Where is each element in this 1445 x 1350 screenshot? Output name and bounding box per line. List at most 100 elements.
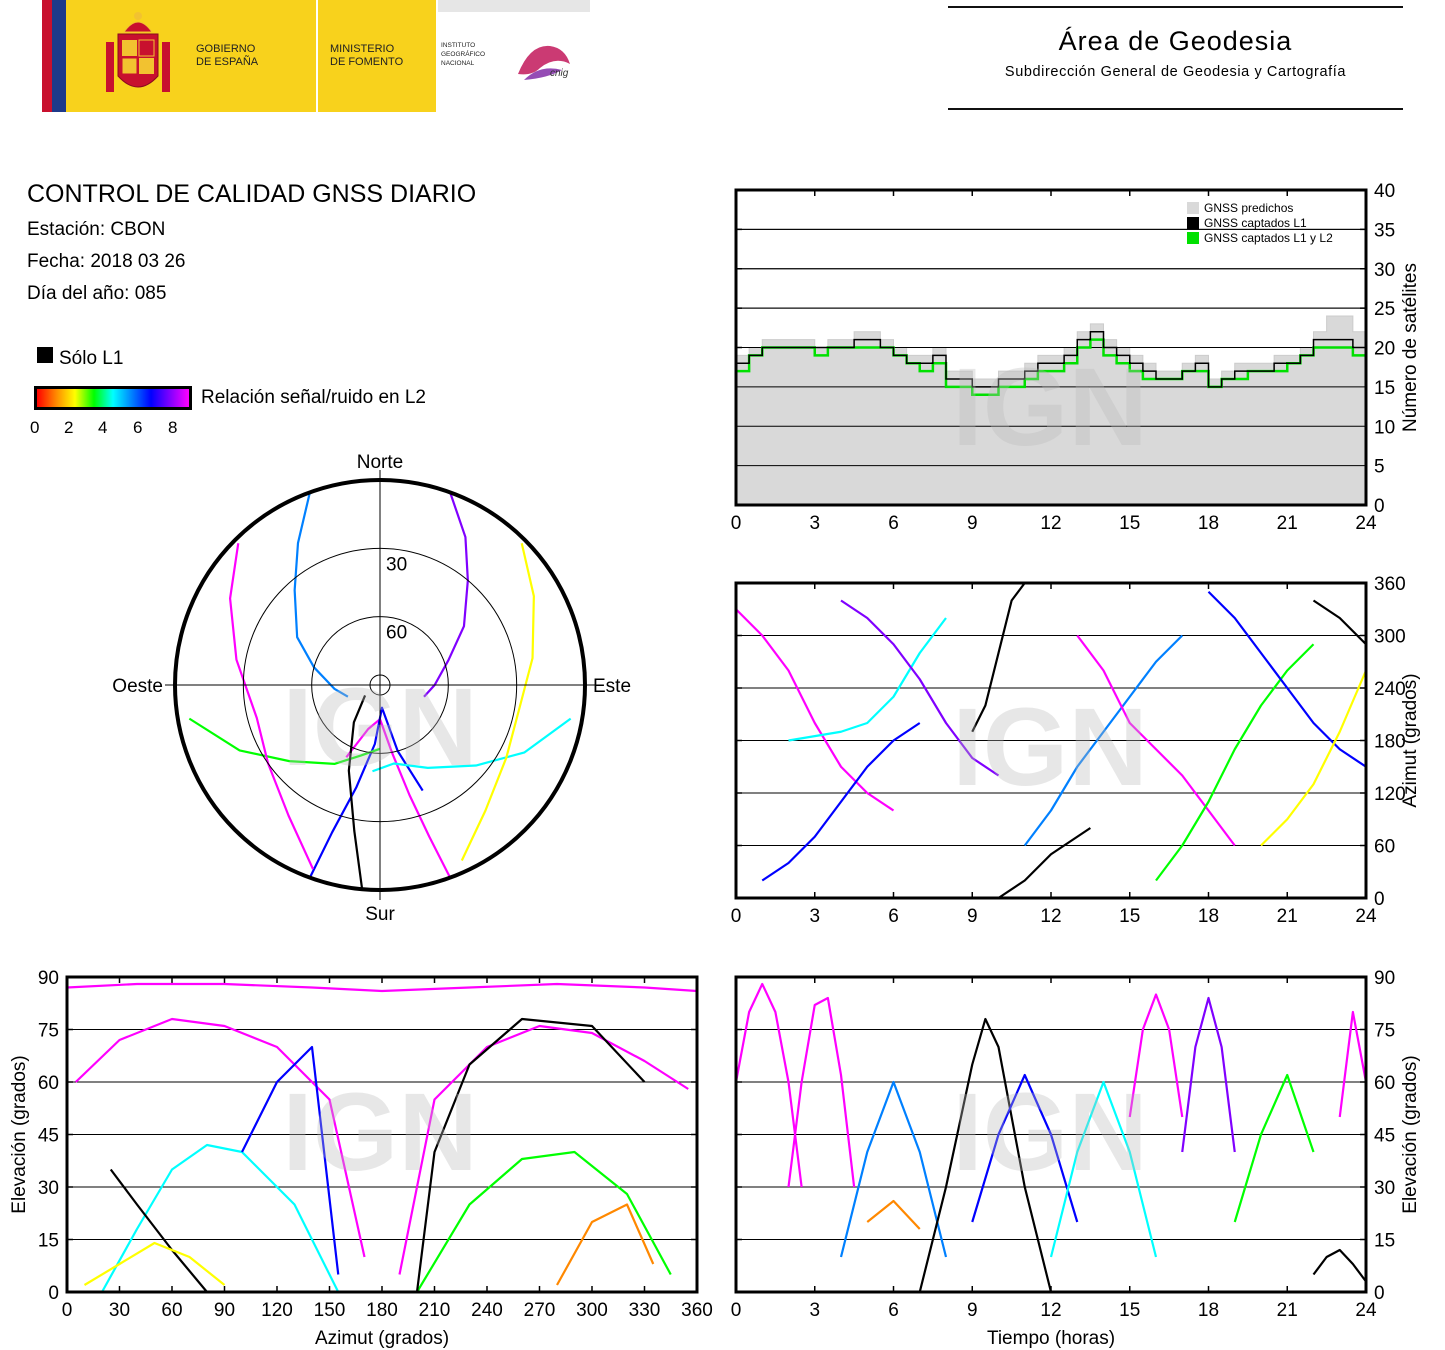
sky-label-west: Oeste xyxy=(112,676,163,697)
satellite-track-11 xyxy=(866,1199,921,1230)
y-tick-label-35: 35 xyxy=(1374,220,1395,241)
x-tick-label-60: 60 xyxy=(161,1300,182,1321)
sky-track-4 xyxy=(372,717,572,773)
y-tick-label-60: 60 xyxy=(38,1073,59,1094)
y-tick-label-90: 90 xyxy=(1374,968,1395,989)
ign-watermark: IGN xyxy=(952,346,1148,469)
satellite-track-2 xyxy=(101,1143,340,1293)
legend-label-0: GNSS predichos xyxy=(1204,201,1293,215)
date-label: Fecha: 2018 03 26 xyxy=(27,251,186,272)
satellite-track-10 xyxy=(1338,1010,1368,1118)
x-tick-label-18: 18 xyxy=(1198,513,1219,534)
x-tick-label-30: 30 xyxy=(109,1300,130,1321)
snr-tick-2: 2 xyxy=(64,418,74,437)
x-tick-label-12: 12 xyxy=(1040,1300,1061,1321)
x-tick-label-270: 270 xyxy=(524,1300,556,1321)
y-tick-label-30: 30 xyxy=(1374,1178,1395,1199)
y-tick-label-60: 60 xyxy=(1374,1073,1395,1094)
elevation-ring-label-60: 60 xyxy=(386,623,407,644)
snr-tick-8: 8 xyxy=(168,418,178,437)
x-tick-label-3: 3 xyxy=(809,1300,820,1321)
x-tick-label-360: 360 xyxy=(681,1300,713,1321)
elevation-azimuth-chart: 0 30 60 90 120 150 180 210 240 270 300 330 360 0 15 30 4… xyxy=(9,968,713,1349)
snr-colorbar-label: Relación señal/ruido en L2 xyxy=(201,387,426,408)
y-tick-label-0: 0 xyxy=(1374,889,1385,910)
flag-stripe-red xyxy=(42,0,52,112)
x-tick-label-180: 180 xyxy=(366,1300,398,1321)
sky-horizon xyxy=(173,478,587,892)
satellite-track-5 xyxy=(1049,1080,1158,1258)
coat-of-arms-icon xyxy=(106,12,170,92)
sky-track-1 xyxy=(293,492,349,698)
y-tick-label-40: 40 xyxy=(1374,181,1395,202)
sky-track-5 xyxy=(188,717,381,766)
sky-label-south: Sur xyxy=(365,904,395,925)
plot-border xyxy=(734,188,1368,507)
satellite-track-1 xyxy=(787,996,856,1188)
snr-colorbar xyxy=(34,386,192,410)
sky-label-east: Este xyxy=(593,676,631,697)
cnig-label: cnig xyxy=(550,68,569,79)
satellite-track-3 xyxy=(416,1150,672,1293)
satellite-track-0 xyxy=(735,608,895,812)
satellite-track-1 xyxy=(398,1024,689,1275)
x-tick-label-12: 12 xyxy=(1040,906,1061,927)
x-tick-label-21: 21 xyxy=(1277,513,1298,534)
eu-stripe-blue xyxy=(52,0,66,112)
x-tick-label-0: 0 xyxy=(731,1300,742,1321)
y-tick-label-15: 15 xyxy=(1374,1231,1395,1252)
sky-plot-chart: 30 60 IGN Norte Sur Este Oeste xyxy=(112,452,631,925)
x-tick-label-6: 6 xyxy=(888,1300,899,1321)
area-bottom-rule xyxy=(948,108,1403,110)
x-tick-label-9: 9 xyxy=(967,906,978,927)
y-tick-label-90: 90 xyxy=(38,968,59,989)
legend-swatch-1 xyxy=(1187,217,1199,229)
x-tick-label-0: 0 xyxy=(731,906,742,927)
satellite-track-4 xyxy=(971,1073,1079,1223)
satellite-track-9 xyxy=(1207,590,1367,768)
legend-swatch-2 xyxy=(1187,232,1199,244)
satellite-track-5 xyxy=(997,827,1091,899)
area-geodesia-header: Área de Geodesia Subdirección General de… xyxy=(948,6,1403,110)
ign-line-1: INSTITUTO xyxy=(441,42,476,49)
x-tick-label-15: 15 xyxy=(1119,513,1140,534)
satellite-track-8 xyxy=(1155,643,1315,882)
satellite-track-4 xyxy=(971,582,1026,733)
x-tick-label-24: 24 xyxy=(1355,1300,1377,1321)
y-axis-label: Número de satélites xyxy=(1400,263,1421,432)
x-axis-label: Azimut (grados) xyxy=(315,1328,449,1349)
y-tick-label-25: 25 xyxy=(1374,299,1395,320)
x-tick-label-0: 0 xyxy=(62,1300,73,1321)
satellite-track-6 xyxy=(1023,634,1184,847)
satellite-track-8 xyxy=(241,1045,340,1275)
y-tick-label-75: 75 xyxy=(38,1021,59,1042)
y-tick-label-5: 5 xyxy=(1374,457,1385,478)
sky-track-6 xyxy=(460,543,535,861)
plot-border xyxy=(734,581,1368,900)
x-tick-label-15: 15 xyxy=(1119,906,1140,927)
x-tick-label-6: 6 xyxy=(888,906,899,927)
government-logo-block: GOBIERNO DE ESPAÑA MINISTERIO DE FOMENTO… xyxy=(42,0,590,112)
satellite-track-11 xyxy=(1312,599,1367,646)
report-title: CONTROL DE CALIDAD GNSS DIARIO xyxy=(27,180,477,208)
sky-zenith xyxy=(369,674,391,696)
ign-watermark: IGN xyxy=(952,1071,1148,1194)
satellite-track-3 xyxy=(840,599,1000,777)
x-tick-label-21: 21 xyxy=(1277,1300,1298,1321)
gov-yellow-band: GOBIERNO DE ESPAÑA xyxy=(66,0,316,112)
satellite-track-4 xyxy=(109,1168,208,1293)
y-tick-label-120: 120 xyxy=(1374,784,1406,805)
legend-swatch-0 xyxy=(1187,202,1199,214)
x-tick-label-90: 90 xyxy=(214,1300,235,1321)
satellite-track-7 xyxy=(83,1241,226,1286)
y-tick-label-300: 300 xyxy=(1374,627,1406,648)
x-tick-label-300: 300 xyxy=(576,1300,608,1321)
satellite-track-5 xyxy=(415,1017,646,1293)
x-tick-label-150: 150 xyxy=(314,1300,346,1321)
area-top-rule xyxy=(948,6,1403,8)
x-tick-label-15: 15 xyxy=(1119,1300,1140,1321)
x-tick-label-12: 12 xyxy=(1040,513,1061,534)
sky-label-north: Norte xyxy=(357,452,403,473)
